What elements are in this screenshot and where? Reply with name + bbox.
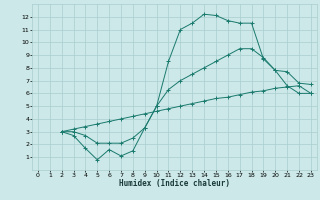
X-axis label: Humidex (Indice chaleur): Humidex (Indice chaleur) bbox=[119, 179, 230, 188]
